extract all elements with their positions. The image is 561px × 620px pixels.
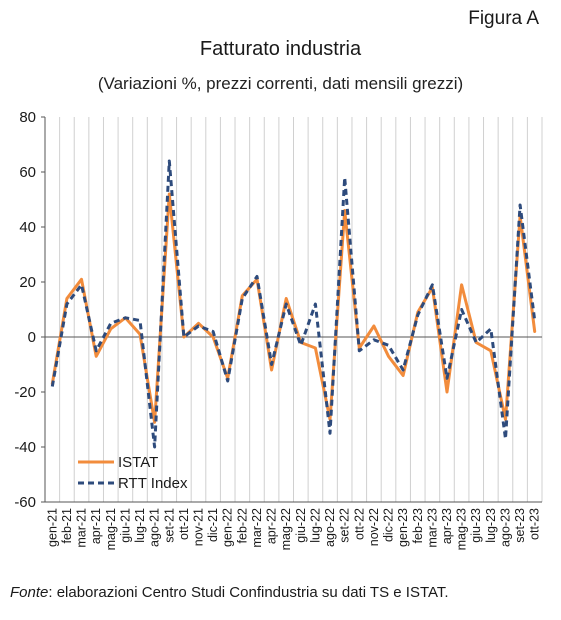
chart-subtitle: (Variazioni %, prezzi correnti, dati men…	[97, 74, 464, 93]
figure-label: Figura A	[468, 8, 539, 29]
x-tick-label: ott-22	[352, 508, 366, 540]
y-tick-label: 40	[19, 219, 36, 236]
x-tick-label: dic-22	[382, 508, 396, 542]
x-tick-label: giu-23	[469, 508, 483, 543]
x-tick-label: lug-23	[484, 508, 498, 543]
x-tick-label: set-21	[162, 508, 176, 543]
x-tick-label: mag-21	[104, 508, 118, 550]
x-tick-label: nov-22	[367, 508, 381, 546]
x-tick-label: feb-22	[235, 508, 249, 543]
chart-title: Fatturato industria	[199, 38, 362, 60]
x-tick-label: giu-22	[294, 508, 308, 543]
x-tick-labels: gen-21 feb-21 mar-21 apr-21 mag-21 giu-21 lug-…	[45, 508, 541, 550]
legend: ISTAT RTT Index	[78, 454, 188, 492]
x-tick-label: nov-21	[191, 508, 205, 546]
y-tick-label: -20	[14, 384, 36, 401]
x-tick-label: ago-22	[323, 508, 337, 547]
x-tick-label: gen-21	[45, 508, 59, 547]
x-tick-label: feb-23	[411, 508, 425, 543]
x-tick-label: lug-22	[308, 508, 322, 543]
legend-label: ISTAT	[118, 454, 158, 471]
axes	[41, 116, 542, 503]
y-tick-label: 0	[28, 329, 36, 346]
x-tick-label: gen-22	[221, 508, 235, 547]
x-tick-label: dic-21	[206, 508, 220, 542]
x-tick-label: mag-23	[455, 508, 469, 550]
x-tick-label: set-22	[338, 508, 352, 543]
x-tick-label: mar-21	[75, 508, 89, 548]
x-tick-label: mar-23	[425, 508, 439, 548]
series-line-rtt-index	[50, 159, 537, 449]
x-tick-label: apr-23	[440, 508, 454, 544]
y-tick-label: -60	[14, 494, 36, 511]
source-note: Fonte: elaborazioni Centro Studi Confind…	[10, 584, 449, 601]
x-tick-label: feb-21	[60, 508, 74, 543]
x-tick-label: set-23	[513, 508, 527, 543]
x-tick-label: ott-23	[528, 508, 542, 540]
y-tick-label: 80	[19, 109, 36, 126]
x-tick-label: ago-23	[498, 508, 512, 547]
y-tick-labels: -60 -40 -20 0 20 40 60 80	[14, 109, 36, 511]
x-tick-label: giu-21	[118, 508, 132, 543]
x-tick-label: apr-22	[265, 508, 279, 544]
x-tick-label: mag-22	[279, 508, 293, 550]
y-tick-label: -40	[14, 439, 36, 456]
source-text: : elaborazioni Centro Studi Confindustri…	[48, 584, 449, 601]
y-tick-label: 60	[19, 164, 36, 181]
source-prefix: Fonte	[10, 584, 49, 601]
x-tick-label: gen-23	[396, 508, 410, 547]
series-lines	[50, 159, 537, 449]
x-tick-label: lug-21	[133, 508, 147, 543]
x-tick-label: apr-21	[89, 508, 103, 544]
y-tick-label: 20	[19, 274, 36, 291]
x-tick-label: ott-21	[177, 508, 191, 540]
x-tick-label: ago-21	[148, 508, 162, 547]
legend-label: RTT Index	[118, 475, 188, 492]
x-tick-label: mar-22	[250, 508, 264, 548]
